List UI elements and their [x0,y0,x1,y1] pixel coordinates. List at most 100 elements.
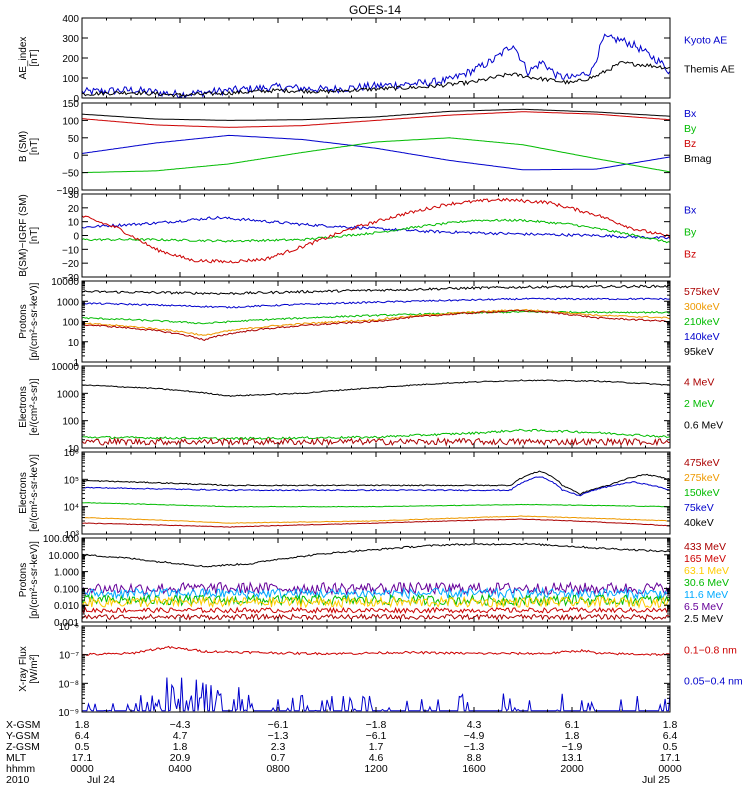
y-tick-label: 10.000 [48,551,79,562]
legend-entry: 140keV [684,331,720,343]
legend-entry: 2 MeV [684,398,714,410]
y-tick-label: 400 [62,14,79,25]
series-line-475kev [82,518,670,528]
y-axis-label: [nT] [29,49,40,66]
legend-entry: 475keV [684,457,720,469]
panel-ae: 0 100 200 300 400 AE_index [nT] Kyoto AE Themis … [18,14,735,105]
y-tick-label: 0.001 [54,618,79,629]
y-axis-label: [p/(cm²-s-sr-keV)] [29,541,40,619]
legend-entry: 0.6 MeV [684,420,723,432]
x-table-cell: 4.3 [467,719,482,731]
y-tick-label: 50 [68,134,80,145]
y-tick-label: 10 [68,338,80,349]
legend-entry: 275keV [684,472,720,484]
legend-entry: Themis AE [684,63,735,75]
legend-entry: 63.1 MeV [684,565,729,577]
legend-entry: 6.5 MeV [684,601,723,613]
x-table-cell: −4.3 [170,719,191,731]
x-table-cell: 0.5 [75,741,90,753]
panel-protons_kev: 1 10 100 1000 10000 Protons [p/(cm²-s-sr-keV)]… [18,277,720,369]
legend-entry: 11.6 MeV [684,589,728,601]
series-group [82,470,670,528]
x-row-label: 2010 [6,774,30,786]
y-axis-label: Protons [18,563,29,597]
series-line-bz [82,111,670,128]
x-table-cell: 17.1 [72,752,93,764]
y-axis-label: [e/(cm²-s-sr-keV)] [29,454,40,532]
x-table-cell: 0.7 [271,752,286,764]
panel-frame [81,102,671,191]
y-axis-label: [nT] [29,227,40,244]
series-line-6-5-mev [82,581,670,596]
x-row-label: Y-GSM [6,730,39,742]
y-tick-label: 1.000 [54,568,79,579]
x-table-cell: −1.8 [366,719,387,731]
y-tick-label: 100 [62,417,79,428]
series-group [82,33,670,98]
series-group [82,284,670,341]
y-tick-label: 10000 [51,277,79,288]
y-axis-label: Electrons [18,472,29,514]
x-table-cell: 20.9 [170,752,191,764]
panel-electrons_mev: 10 100 1000 10000 Electrons [e/(cm²-s-sr)] 4 M… [18,362,723,455]
panel-frame [81,625,671,713]
y-tick-label: 1000 [57,297,80,308]
y-axis-label: [e/(cm²-s-sr)] [29,378,40,435]
y-tick-label: −100 [56,186,79,197]
x-table-cell: −6.1 [268,719,289,731]
panel-frame [81,365,671,449]
y-axis-label: B(SM)−IGRF (SM) [18,194,29,277]
x-table-cell: 2000 [560,763,584,775]
panel-bigrf: −30 −20 −10 0 10 20 30 B(SM)−IGRF (SM) [nT] Bx By B… [18,190,697,284]
y-tick-label: 200 [62,54,79,65]
legend-entry: By [684,227,697,239]
y-tick-label: 150 [62,99,79,110]
y-tick-label: 10⁻⁹ [58,708,79,719]
series-group [82,197,670,264]
x-row-label: Z-GSM [6,741,40,753]
panel-electrons_kev: 10³ 10⁴ 10⁵ 10⁶ Electrons [e/(cm²-s-sr-keV)] 4… [18,448,720,541]
series-line-63-1-mev [82,595,670,610]
series-line-140kev [82,297,670,309]
x-table-cell: 2.3 [271,741,286,753]
y-tick-label: 0 [73,232,79,243]
series-line-bz [82,197,670,264]
legend-entry: 210keV [684,316,720,328]
y-tick-label: 0 [73,151,79,162]
legend-entry: 95keV [684,346,714,358]
y-axis-label: [W/m²] [29,654,40,684]
x-table-cell: −1.3 [268,730,289,742]
y-tick-label: 100.000 [43,534,80,545]
legend-entry: 0.1−0.8 nm [684,645,737,657]
x-table-cell: 1.7 [369,741,384,753]
legend-entry: Bx [684,205,697,217]
legend-entry: Bz [684,138,696,150]
y-tick-label: 1000 [57,389,80,400]
series-line-bx [82,215,670,240]
x-table-cell: 17.1 [660,752,681,764]
legend-entry: Bx [684,108,697,120]
x-row-label: hhmm [6,763,35,775]
y-tick-label: 1 [73,358,79,369]
y-tick-label: 10³ [65,530,80,541]
x-table-cell: 1.8 [75,719,90,731]
legend-entry: 165 MeV [684,553,726,565]
y-tick-label: 10⁵ [64,475,79,486]
y-tick-label: −10 [62,245,79,256]
y-axis-label: [p/(cm²-s-sr-keV)] [29,282,40,360]
x-table-cell: 0000 [70,763,94,775]
series-group [82,379,670,447]
y-tick-label: 10⁴ [64,503,79,514]
series-group [82,645,670,712]
series-line-by [82,218,670,244]
legend-entry: Bz [684,248,696,260]
y-tick-label: −20 [62,259,79,270]
series-line-40kev [82,470,670,496]
series-line-themis-ae [82,61,670,98]
y-tick-label: 10⁻⁶ [58,622,79,633]
x-table-cell: 0800 [266,763,290,775]
y-axis-label: [nT] [29,138,40,155]
x-table-cell: 1600 [462,763,486,775]
series-line-575kev [82,309,670,341]
